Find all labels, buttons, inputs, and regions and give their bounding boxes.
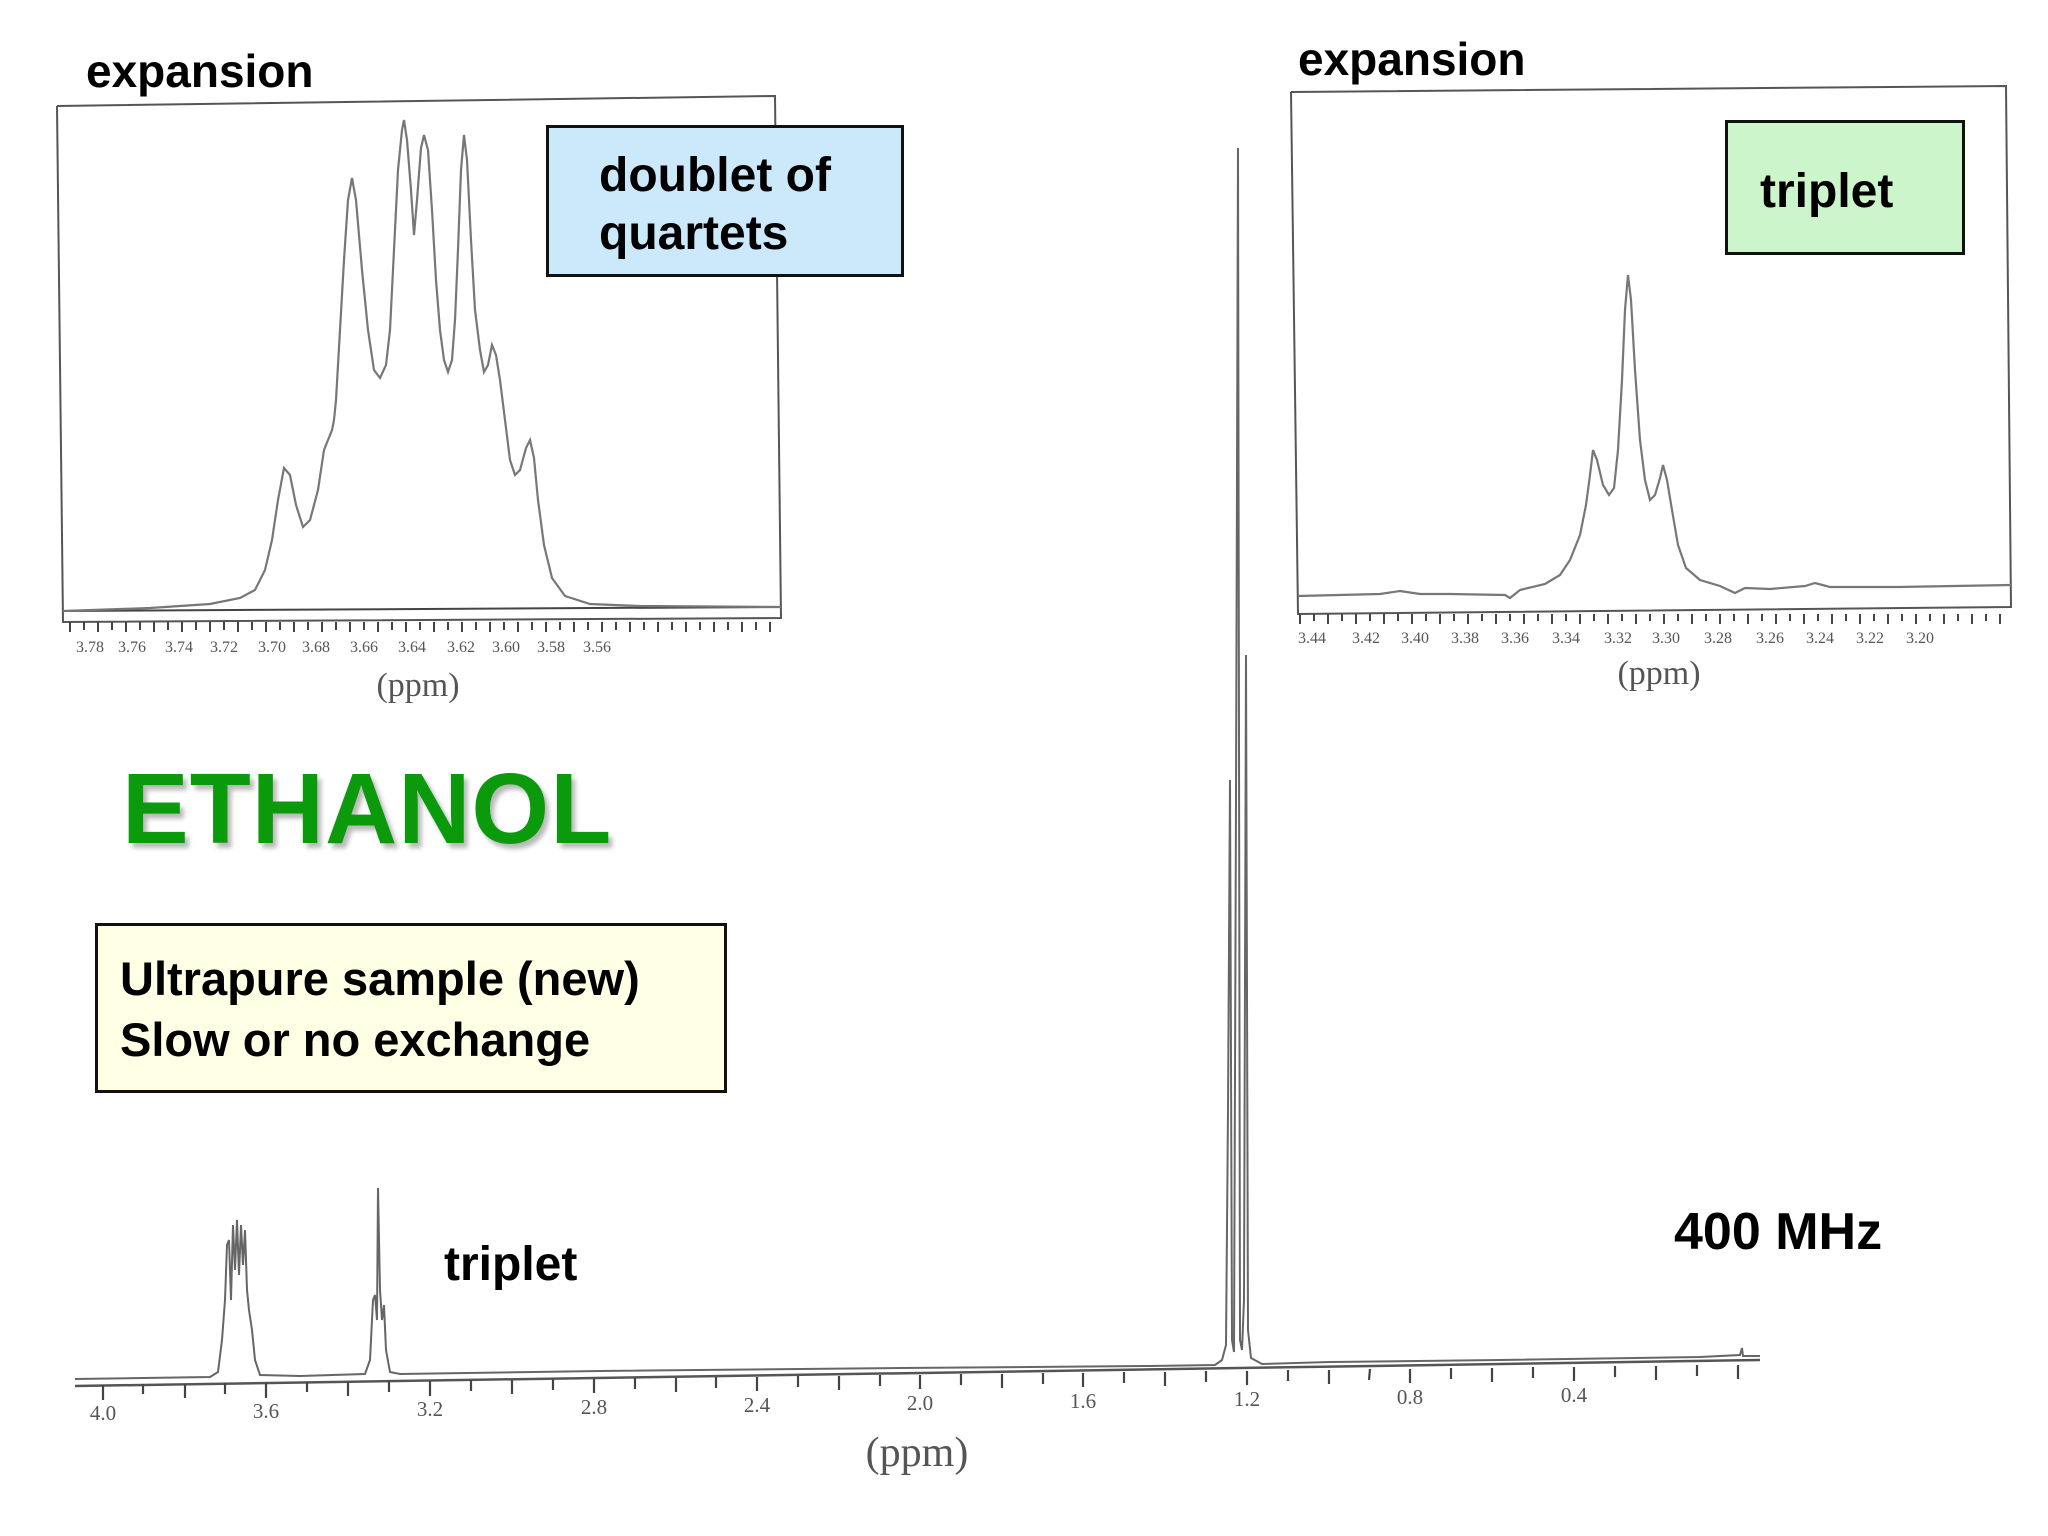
main-spectrum-chart: 4.0 3.6 3.2 2.8 2.4 2.0 1.6 1.2 0.8 0.4 …: [74, 147, 1761, 1476]
left-inset-axis-label: (ppm): [376, 667, 459, 704]
svg-text:3.34: 3.34: [1552, 630, 1580, 647]
main-x-axis-ticks: 4.0 3.6 3.2 2.8 2.4 2.0 1.6 1.2 0.8 0.4: [90, 1383, 1588, 1425]
right-inset-chart: 3.44 3.42 3.40 3.38 3.36 3.34 3.32 3.30 …: [1290, 84, 2013, 692]
svg-text:1.2: 1.2: [1234, 1387, 1260, 1411]
svg-text:3.24: 3.24: [1806, 630, 1834, 647]
svg-text:2.4: 2.4: [744, 1393, 771, 1417]
svg-text:3.74: 3.74: [165, 639, 193, 656]
left-inset-chart: 3.78 3.76 3.74 3.72 3.70 3.68 3.66 3.64 …: [56, 94, 783, 704]
sample-info-line2: Slow or no exchange: [120, 1013, 591, 1066]
svg-text:3.44: 3.44: [1298, 630, 1326, 647]
right-expansion-header: expansion: [1298, 33, 1526, 85]
svg-text:3.22: 3.22: [1856, 630, 1884, 647]
svg-text:0.4: 0.4: [1561, 1383, 1588, 1407]
svg-text:3.68: 3.68: [302, 639, 330, 656]
left-expansion-header: expansion: [86, 45, 314, 97]
svg-text:3.58: 3.58: [537, 639, 565, 656]
svg-text:3.40: 3.40: [1401, 630, 1429, 647]
main-axis-label: (ppm): [866, 1430, 969, 1476]
svg-text:3.72: 3.72: [210, 639, 238, 656]
svg-text:3.62: 3.62: [447, 639, 475, 656]
doublet-of-quartets-text-line1: doublet of: [599, 149, 831, 202]
svg-text:4.0: 4.0: [90, 1401, 116, 1425]
svg-text:2.0: 2.0: [907, 1391, 933, 1415]
svg-text:3.20: 3.20: [1906, 630, 1934, 647]
doublet-of-quartets-text-line2: quartets: [599, 207, 789, 260]
svg-text:2.8: 2.8: [581, 1395, 607, 1419]
right-inset-x-axis-ticks: 3.44 3.42 3.40 3.38 3.36 3.34 3.32 3.30 …: [1298, 630, 1934, 647]
svg-text:3.6: 3.6: [253, 1399, 279, 1423]
right-inset-axis-label: (ppm): [1617, 655, 1700, 692]
svg-text:3.60: 3.60: [492, 639, 520, 656]
svg-text:1.6: 1.6: [1070, 1389, 1096, 1413]
svg-text:3.70: 3.70: [258, 639, 286, 656]
svg-text:3.32: 3.32: [1604, 630, 1632, 647]
sample-info-line1: Ultrapure sample (new): [120, 952, 640, 1005]
triplet-label-box: triplet: [1725, 120, 1965, 255]
svg-text:0.8: 0.8: [1397, 1385, 1423, 1409]
triplet-box-text: triplet: [1760, 165, 1894, 218]
main-triplet-annotation: triplet: [444, 1238, 578, 1291]
sample-info-box: Ultrapure sample (new) Slow or no exchan…: [95, 923, 727, 1093]
svg-text:3.78: 3.78: [76, 639, 104, 656]
svg-text:3.30: 3.30: [1652, 630, 1680, 647]
svg-text:3.38: 3.38: [1451, 630, 1479, 647]
svg-text:3.42: 3.42: [1352, 630, 1380, 647]
compound-title: ETHANOL: [122, 753, 613, 865]
svg-text:3.28: 3.28: [1704, 630, 1732, 647]
svg-text:3.76: 3.76: [118, 639, 146, 656]
svg-text:3.2: 3.2: [417, 1397, 443, 1421]
left-inset-x-axis-ticks: 3.78 3.76 3.74 3.72 3.70 3.68 3.66 3.64 …: [76, 639, 611, 656]
svg-text:3.64: 3.64: [398, 639, 426, 656]
spectrometer-frequency-label: 400 MHz: [1674, 1203, 1883, 1261]
svg-text:3.56: 3.56: [583, 639, 611, 656]
svg-text:3.26: 3.26: [1756, 630, 1784, 647]
svg-text:3.36: 3.36: [1501, 630, 1529, 647]
svg-text:3.66: 3.66: [350, 639, 378, 656]
doublet-of-quartets-label-box: doublet of quartets: [546, 125, 904, 277]
